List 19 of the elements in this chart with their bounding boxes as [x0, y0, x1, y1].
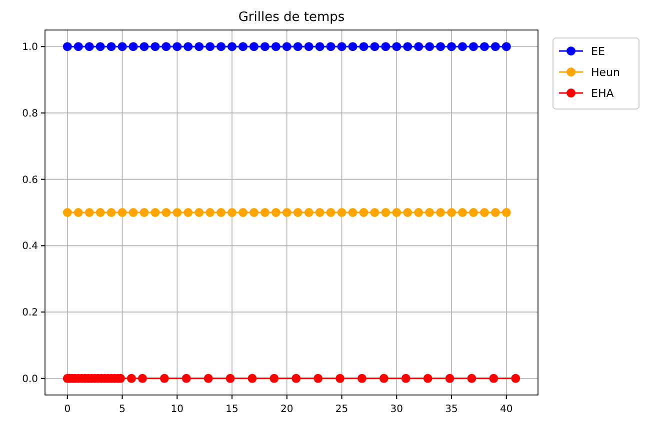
x-tick-label: 20 — [280, 404, 294, 415]
x-tick-label: 15 — [226, 404, 238, 415]
legend-label: EHA — [591, 87, 614, 100]
y-tick-label: 0.6 — [22, 174, 38, 186]
legend-label: Heun — [591, 66, 620, 79]
x-tick-label: 25 — [335, 404, 348, 415]
legend-label: EE — [591, 45, 605, 58]
x-tick-label: 35 — [445, 404, 458, 415]
y-tick-label: 1.0 — [22, 42, 38, 54]
y-tick-label: 0.8 — [22, 108, 38, 120]
y-tick-label: 0.4 — [22, 241, 38, 252]
x-tick-label: 30 — [390, 404, 404, 415]
x-tick-label: 40 — [500, 404, 513, 415]
y-tick-label: 0.2 — [22, 308, 38, 319]
x-tick-label: 5 — [119, 404, 126, 415]
x-tick-label: 0 — [64, 404, 71, 415]
chart-title: Grilles de temps — [238, 10, 345, 25]
y-tick-label: 0.0 — [22, 374, 38, 385]
x-tick-label: 10 — [170, 404, 184, 415]
